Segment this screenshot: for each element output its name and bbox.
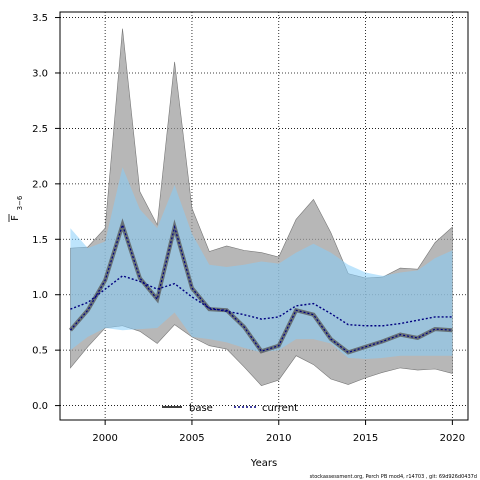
x-tick-label-0: 2000 <box>92 433 117 444</box>
line-base <box>69 222 453 354</box>
y-axis-title-main: F <box>10 215 21 221</box>
legend-label-current: current <box>262 403 298 414</box>
x-axis-title: Years <box>250 458 277 469</box>
y-tick-label-6: 3.0 <box>32 68 48 79</box>
y-tick-label-0: 0.0 <box>32 401 48 412</box>
y-tick-label-3: 1.5 <box>32 235 48 246</box>
y-tick-label-5: 2.5 <box>32 124 48 135</box>
legend-label-base: base <box>189 403 213 414</box>
x-tick-label-1: 2005 <box>179 433 204 444</box>
legend: base current <box>162 403 298 414</box>
series-lines <box>68 218 453 355</box>
y-axis-title-subscript: 3−6 <box>16 195 24 210</box>
line-current <box>70 275 453 327</box>
band-current <box>70 167 453 360</box>
confidence-bands <box>70 28 453 386</box>
y-axis-title: F 3−6 <box>8 195 24 222</box>
x-tick-label-3: 2015 <box>353 433 378 444</box>
plot-frame <box>59 11 469 421</box>
y-axis-ticks: 0.0 0.5 1.0 1.5 2.0 2.5 3.0 3.5 <box>32 13 60 412</box>
y-tick-label-2: 1.0 <box>32 290 48 301</box>
y-tick-label-7: 3.5 <box>32 13 48 24</box>
x-axis-ticks: 2000 2005 2010 2015 2020 <box>92 420 465 444</box>
y-tick-label-4: 2.0 <box>32 179 48 190</box>
x-tick-label-2: 2010 <box>266 433 291 444</box>
footer-note: stockassessment.org, Perch PB mod4, r147… <box>310 474 477 480</box>
y-tick-label-1: 0.5 <box>32 346 48 357</box>
x-tick-label-4: 2020 <box>440 433 465 444</box>
